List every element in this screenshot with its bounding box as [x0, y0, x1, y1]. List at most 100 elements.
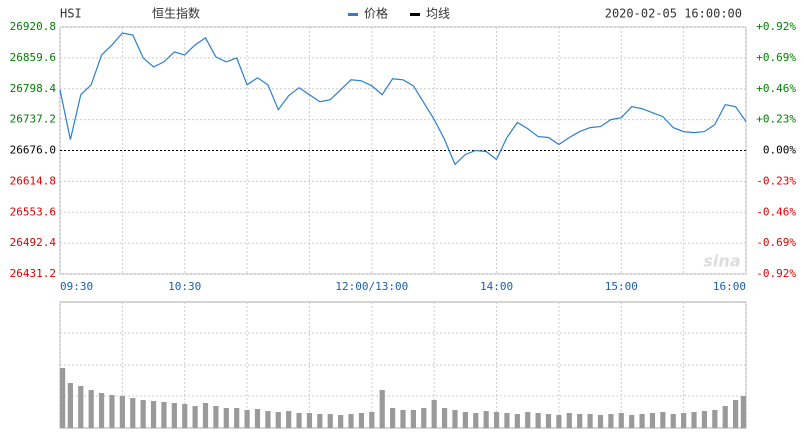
- volume-bar: [161, 402, 167, 428]
- y-tick-label: 26798.4: [10, 82, 57, 95]
- price-line: [59, 32, 747, 166]
- volume-bar: [109, 395, 115, 428]
- plot-frame: [59, 26, 747, 275]
- timestamp: 2020-02-05 16:00:00: [605, 7, 742, 21]
- volume-bar: [493, 412, 500, 428]
- volume-bar: [587, 414, 593, 428]
- y2-tick-label: -0.23%: [756, 174, 796, 187]
- symbol: HSI: [60, 7, 82, 21]
- volume-bar: [306, 413, 313, 428]
- volume-bar: [608, 414, 614, 428]
- volume-bar: [338, 415, 344, 428]
- volume-bar: [525, 412, 531, 428]
- volume-bar: [202, 403, 209, 428]
- y-tick-label: 26553.6: [10, 205, 56, 218]
- chart-title: 恒生指数: [152, 6, 200, 21]
- volume-bar: [483, 411, 489, 428]
- volume-bar: [150, 401, 157, 428]
- volume-bar: [712, 410, 718, 428]
- volume-bar: [660, 412, 666, 428]
- volume-bar: [701, 411, 708, 428]
- volume-bar: [431, 400, 437, 428]
- y-tick-label: 26920.8: [10, 20, 56, 33]
- watermark: sina: [703, 252, 740, 271]
- volume-bar: [400, 410, 406, 428]
- volume-bar: [556, 415, 562, 428]
- x-tick-label: 09:30: [60, 280, 93, 293]
- volume-bar: [348, 414, 354, 428]
- legend-label: 价格: [364, 6, 388, 21]
- volume-bar: [317, 414, 323, 428]
- volume-bar: [514, 414, 520, 428]
- volume-bar: [182, 404, 188, 428]
- y-tick-label: 26676.0: [10, 144, 56, 157]
- x-tick-label: 10:30: [168, 280, 201, 293]
- y2-tick-label: +0.46%: [756, 82, 796, 95]
- y2-tick-label: 0.00%: [763, 144, 796, 157]
- volume-bar: [244, 410, 250, 428]
- volume-bar: [223, 408, 229, 428]
- volume-bar: [722, 406, 728, 428]
- y2-tick-label: +0.92%: [756, 20, 796, 33]
- volume-bar: [254, 409, 261, 428]
- volume-bar: [213, 406, 219, 428]
- volume-bar: [98, 393, 105, 428]
- volume-bar: [618, 413, 624, 428]
- volume-bar: [130, 398, 136, 428]
- volume-bar: [286, 411, 292, 428]
- volume-bar: [421, 408, 427, 428]
- volume-bar: [504, 413, 510, 428]
- y-tick-label: 26614.8: [10, 174, 56, 187]
- y2-tick-label: -0.46%: [756, 205, 796, 218]
- volume-bar: [60, 368, 66, 428]
- x-tick-label: 12:00/13:00: [335, 280, 408, 293]
- volume-bar: [545, 414, 552, 428]
- volume-bar: [171, 403, 177, 428]
- volume-bar: [733, 400, 739, 428]
- volume-bar: [390, 408, 396, 428]
- volume-bar: [649, 413, 656, 428]
- volume-bar: [67, 383, 73, 428]
- volume-bar: [140, 400, 146, 428]
- x-tick-label: 16:00: [713, 280, 746, 293]
- legend-swatch: [348, 13, 358, 16]
- volume-bar: [566, 413, 572, 428]
- volume-bar: [358, 413, 365, 428]
- volume-bar: [369, 412, 375, 428]
- y-tick-label: 26859.6: [10, 51, 56, 64]
- y2-tick-label: -0.92%: [756, 267, 796, 280]
- legend-label: 均线: [426, 7, 450, 21]
- volume-bar: [577, 414, 583, 428]
- volume-bar: [379, 390, 385, 428]
- volume-bar: [452, 410, 458, 428]
- volume-bar: [473, 413, 479, 428]
- volume-bar: [410, 410, 416, 428]
- volume-bar: [275, 412, 281, 428]
- x-tick-label: 15:00: [605, 280, 638, 293]
- legend-swatch: [410, 13, 420, 16]
- volume-bar: [670, 414, 676, 428]
- volume-bar: [78, 386, 84, 428]
- volume-bar: [88, 390, 94, 428]
- volume-bar: [462, 412, 468, 428]
- volume-bar: [234, 408, 240, 428]
- y2-tick-label: -0.69%: [756, 236, 796, 249]
- volume-bar: [597, 415, 604, 428]
- volume-bar: [265, 411, 271, 428]
- x-tick-label: 14:00: [480, 280, 513, 293]
- volume-bar: [691, 412, 697, 428]
- volume-bar: [192, 406, 198, 428]
- volume-bar: [119, 396, 125, 428]
- y-tick-label: 26737.2: [10, 113, 56, 126]
- y2-tick-label: +0.23%: [756, 113, 796, 126]
- y-tick-label: 26431.2: [10, 267, 56, 280]
- volume-bar: [535, 413, 541, 428]
- volume-bar: [639, 414, 645, 428]
- volume-bar: [296, 413, 302, 428]
- volume-bar: [441, 408, 448, 428]
- volume-bar: [740, 396, 746, 428]
- volume-bar: [629, 415, 635, 428]
- volume-bar: [327, 414, 333, 428]
- y-tick-label: 26492.4: [10, 236, 57, 249]
